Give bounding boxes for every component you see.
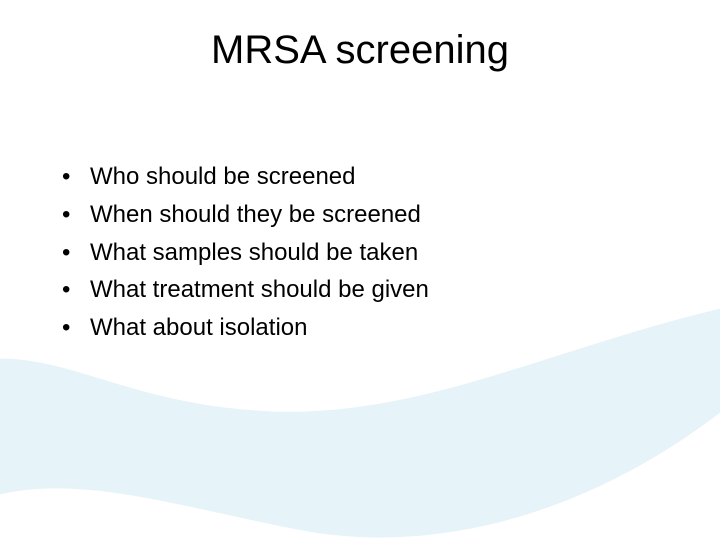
bullet-text: What about isolation (90, 311, 429, 346)
bullet-list: • Who should be screened • When should t… (62, 160, 429, 349)
slide-title: MRSA screening (0, 28, 720, 73)
bullet-icon: • (62, 236, 90, 271)
list-item: • Who should be screened (62, 160, 429, 195)
list-item: • What about isolation (62, 311, 429, 346)
list-item: • What treatment should be given (62, 273, 429, 308)
bullet-text: Who should be screened (90, 160, 429, 195)
slide: MRSA screening • Who should be screened … (0, 0, 720, 540)
bullet-text: When should they be screened (90, 198, 429, 233)
bullet-icon: • (62, 311, 90, 346)
bullet-text: What treatment should be given (90, 273, 429, 308)
bullet-icon: • (62, 273, 90, 308)
list-item: • When should they be screened (62, 198, 429, 233)
list-item: • What samples should be taken (62, 236, 429, 271)
bullet-text: What samples should be taken (90, 236, 429, 271)
bullet-icon: • (62, 160, 90, 195)
bullet-icon: • (62, 198, 90, 233)
